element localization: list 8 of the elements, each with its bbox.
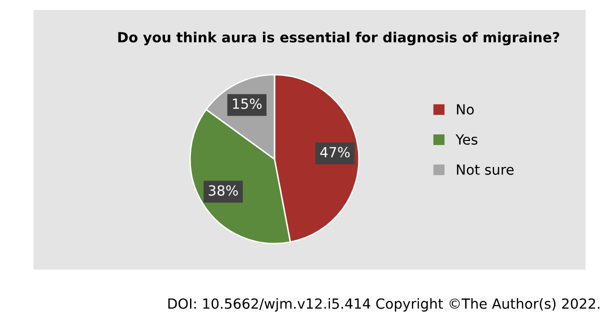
legend-label: No	[456, 104, 474, 115]
chart-title: Do you think aura is essential for diagnosis of migraine?	[118, 32, 560, 46]
text: DOI: 10.5662/wjm.v12.i5.414 Copyright ©The Author(s) 2022.	[168, 298, 600, 312]
legend-label: Yes	[456, 134, 478, 145]
data-label: 47%	[320, 146, 350, 158]
data-label: 15%	[232, 98, 262, 109]
data-label: 38%	[208, 185, 238, 196]
legend-label: Not sure	[456, 164, 514, 175]
